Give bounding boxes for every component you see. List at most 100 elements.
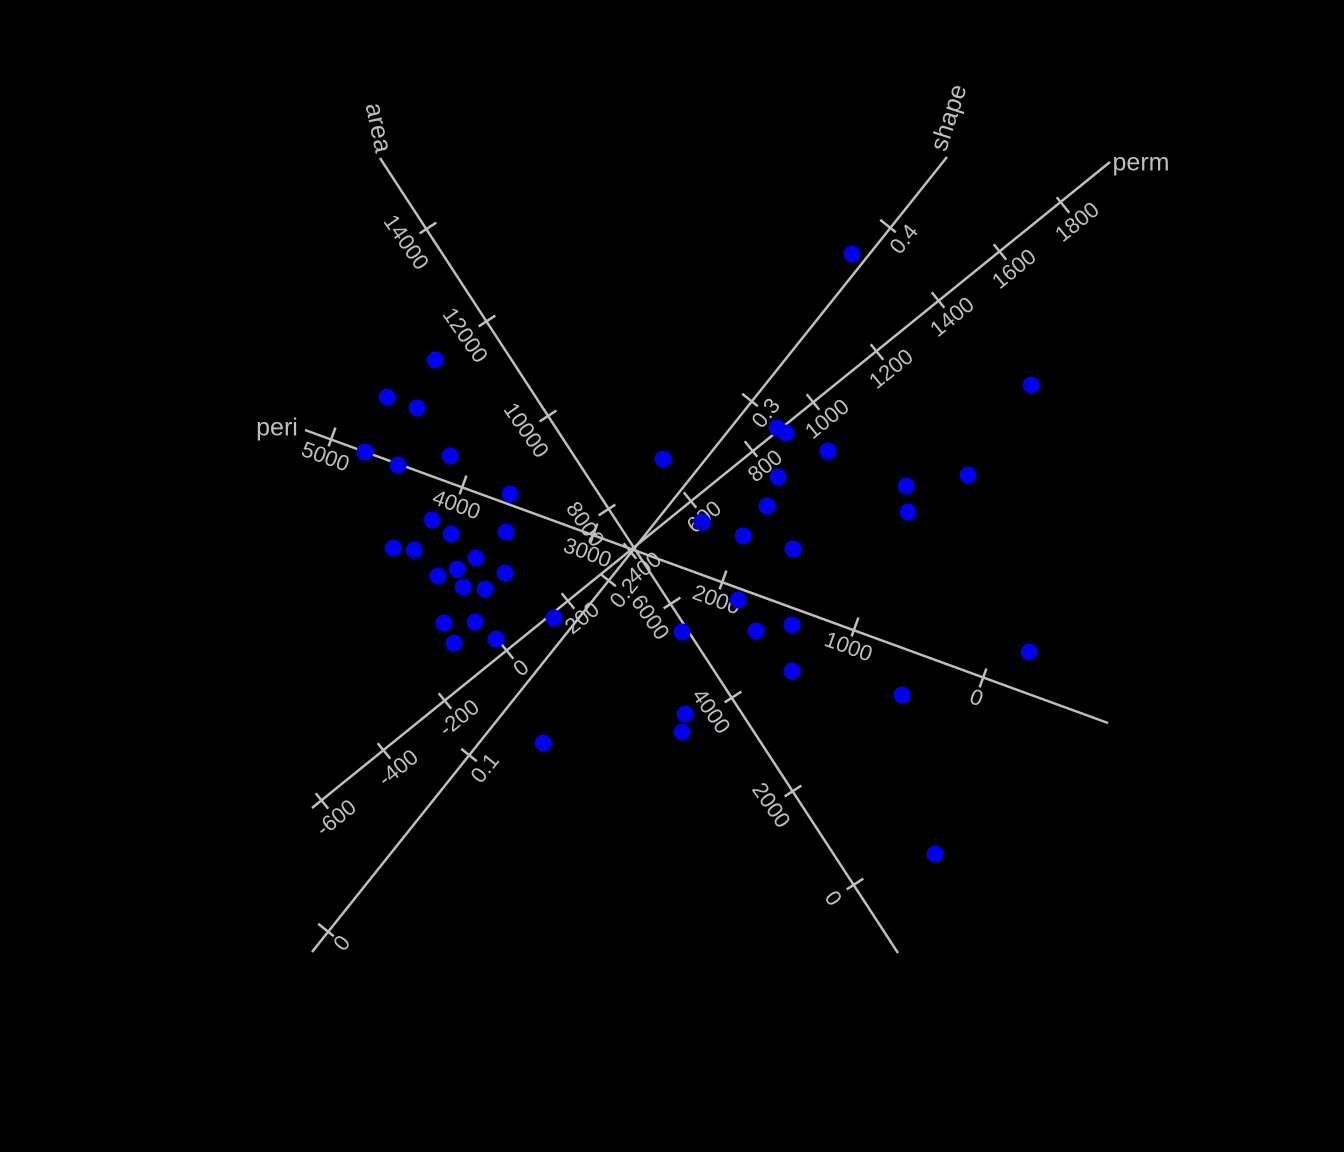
tick-peri-2000 (718, 570, 728, 590)
tick-area-10000 (538, 409, 558, 423)
tick-label-shape-0.4: 0.4 (884, 219, 923, 259)
data-point (442, 525, 460, 543)
data-point (534, 734, 552, 752)
tick-perm-1600 (992, 243, 1008, 261)
tick-peri-4000 (458, 475, 468, 495)
data-point (899, 503, 917, 521)
tick-label-perm-1400: 1400 (925, 292, 979, 342)
data-point (454, 578, 472, 596)
tick-perm-200 (560, 592, 576, 610)
data-point (487, 630, 505, 648)
tick-label-area-14000: 14000 (379, 210, 435, 274)
tick-shape-0.1 (460, 747, 478, 763)
tick-shape-0.4 (879, 218, 897, 234)
tick-label-area-0: 0 (820, 886, 848, 910)
tick-perm-1800 (1055, 196, 1071, 214)
tick-perm-1400 (930, 291, 946, 309)
data-point (654, 450, 672, 468)
data-point (426, 351, 444, 369)
data-point (429, 567, 447, 585)
data-point (926, 845, 944, 863)
data-point (405, 541, 423, 559)
axis-line-area (378, 157, 900, 954)
tick-area-8000 (597, 503, 617, 517)
data-point (819, 442, 837, 460)
data-point (777, 424, 795, 442)
axis-label-area: area (359, 100, 397, 155)
tick-area-14000 (418, 221, 438, 235)
tick-perm-1200 (869, 343, 885, 361)
tick-peri-5000 (327, 427, 337, 447)
tick-label-peri-5000: 5000 (298, 436, 353, 476)
data-point (497, 523, 515, 541)
data-point (676, 705, 694, 723)
tick-label-peri-1000: 1000 (821, 626, 876, 666)
tick-peri-3000 (589, 523, 599, 543)
tick-label-shape-0: 0 (328, 930, 355, 955)
data-point (441, 447, 459, 465)
tick-area-12000 (477, 314, 497, 328)
data-point (769, 468, 787, 486)
tick-area-0 (845, 877, 865, 891)
data-point (466, 613, 484, 631)
data-point (445, 634, 463, 652)
data-point (545, 609, 563, 627)
tick-label-perm-1200: 1200 (864, 344, 918, 394)
tick-label-area-10000: 10000 (499, 398, 555, 462)
tick-perm-600 (682, 491, 698, 509)
data-point (893, 686, 911, 704)
data-point (673, 723, 691, 741)
data-point (734, 527, 752, 545)
tick-shape-0.2 (599, 572, 617, 588)
tick-area-4000 (723, 690, 743, 704)
data-point (435, 614, 453, 632)
data-point (408, 399, 426, 417)
data-point (783, 662, 801, 680)
tick-perm-400 (622, 542, 638, 560)
data-point (843, 245, 861, 263)
data-point (476, 580, 494, 598)
tick-shape-0 (317, 922, 335, 938)
tick-perm--200 (437, 692, 453, 710)
tick-label-perm-0: 0 (508, 654, 533, 681)
data-point (384, 539, 402, 557)
data-point (496, 564, 514, 582)
tick-perm--400 (376, 742, 392, 760)
data-point (747, 622, 765, 640)
data-point (897, 477, 915, 495)
tick-perm-0 (499, 642, 515, 660)
tick-label-perm-1000: 1000 (800, 394, 854, 444)
data-points (356, 245, 1040, 863)
tick-peri-0 (978, 668, 988, 688)
data-point (784, 540, 802, 558)
data-point (1022, 376, 1040, 394)
axis-line-peri (304, 428, 1109, 725)
tick-peri-1000 (850, 617, 860, 637)
data-point (959, 466, 977, 484)
tick-label-perm-1600: 1600 (987, 244, 1041, 294)
data-point (389, 456, 407, 474)
tick-label-area-12000: 12000 (438, 303, 494, 367)
data-point (673, 623, 691, 641)
tick-shape-0.3 (741, 392, 759, 408)
data-point (448, 560, 466, 578)
tick-perm--600 (314, 792, 330, 810)
data-point (1020, 643, 1038, 661)
data-point (501, 485, 519, 503)
tick-label-perm--200: -200 (434, 694, 484, 741)
axis-label-peri: peri (256, 414, 298, 442)
tick-perm-1000 (805, 393, 821, 411)
axis-label-shape: shape (925, 81, 973, 154)
data-point (758, 497, 776, 515)
data-point (378, 388, 396, 406)
tick-label-peri-0: 0 (967, 684, 987, 712)
data-point (356, 443, 374, 461)
data-point (693, 513, 711, 531)
tick-area-6000 (662, 596, 682, 610)
data-point (729, 591, 747, 609)
